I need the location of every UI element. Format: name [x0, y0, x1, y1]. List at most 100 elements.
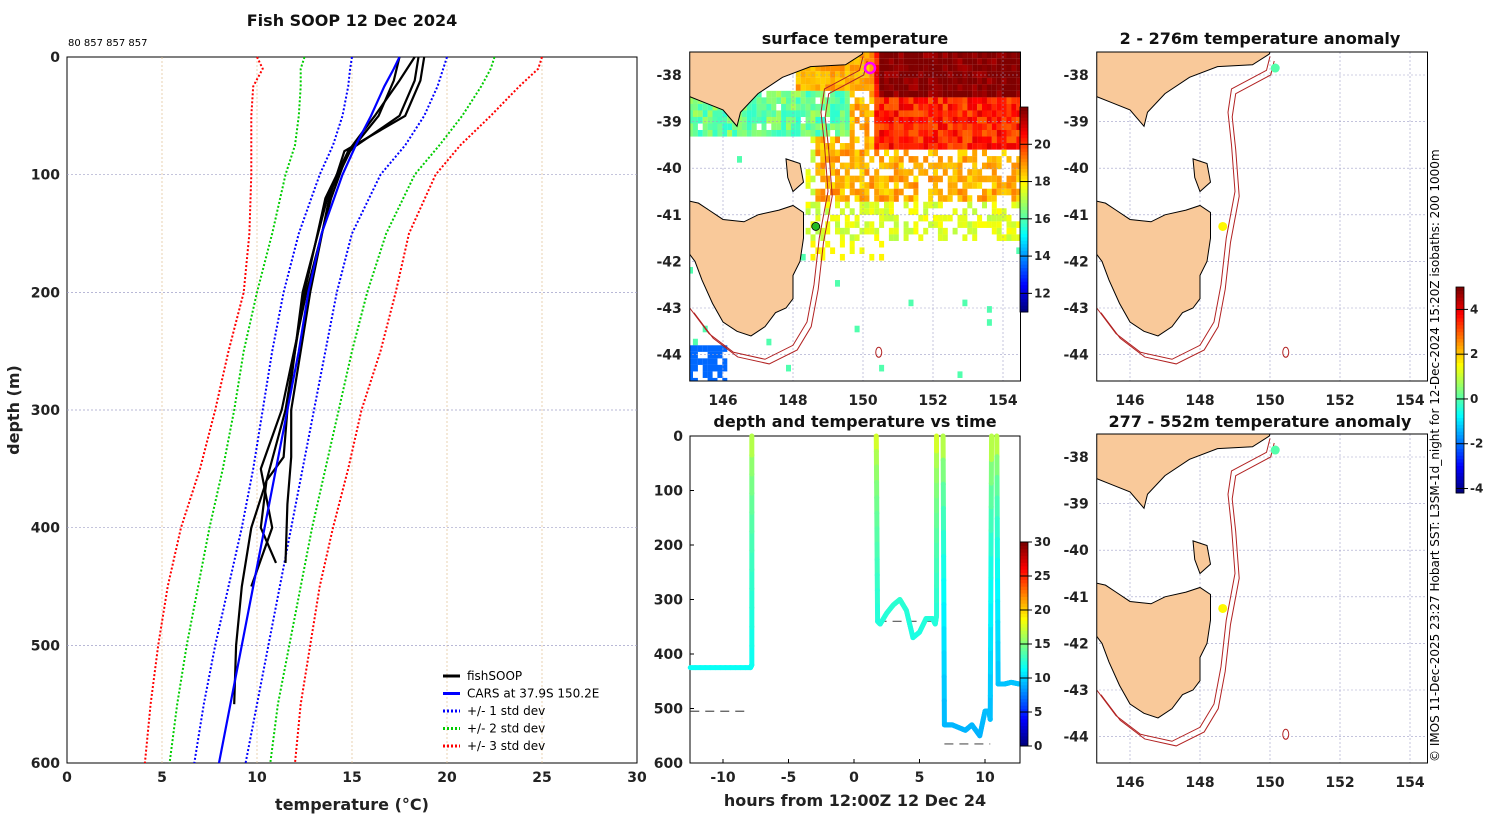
- y-tick-label: 200: [654, 538, 683, 554]
- sst-cell: [786, 104, 791, 111]
- sst-cell: [938, 117, 943, 124]
- sst-cell: [771, 123, 776, 130]
- sst-cell: [1011, 189, 1016, 196]
- sst-cell: [948, 91, 953, 98]
- sst-cell: [874, 52, 879, 59]
- sst-cell: [850, 143, 855, 150]
- sst-cell: [693, 123, 698, 130]
- sst-cell: [943, 71, 948, 78]
- sst-cell: [869, 91, 874, 98]
- sst-cell: [860, 104, 865, 111]
- sst-cell: [825, 78, 830, 85]
- sst-cell: [943, 52, 948, 59]
- colorbar-tick-label: -4: [1470, 482, 1483, 496]
- sst-cell: [894, 150, 899, 157]
- sst-cell: [992, 176, 997, 183]
- sst-cell: [811, 71, 816, 78]
- sst-cell: [815, 71, 820, 78]
- colorbar-cell: [1456, 290, 1464, 294]
- sst-cell: [997, 215, 1002, 222]
- sst-cell: [864, 123, 869, 130]
- colorbar-cell: [1020, 566, 1028, 570]
- sst-cell: [879, 117, 884, 124]
- sst-cell: [708, 117, 713, 124]
- sst-cell: [909, 110, 914, 117]
- sst-cell: [806, 208, 811, 215]
- sst-cell: [864, 78, 869, 85]
- sst-cell: [972, 150, 977, 157]
- colorbar-tick-label: 10: [1034, 671, 1051, 685]
- colorbar-cell: [1456, 366, 1464, 370]
- sst-cell: [688, 104, 693, 111]
- sst-cell: [830, 110, 835, 117]
- sst-cell: [864, 228, 869, 235]
- sst-cell: [928, 176, 933, 183]
- colorbar-cell: [1020, 739, 1028, 743]
- sst-cell: [864, 104, 869, 111]
- sst-cell: [928, 65, 933, 72]
- sst-cell: [987, 195, 992, 202]
- sst-cell: [850, 104, 855, 111]
- sst-cell: [860, 78, 865, 85]
- colorbar-cell: [1020, 647, 1028, 651]
- sst-cell: [913, 156, 918, 163]
- sst-cell: [771, 110, 776, 117]
- sst-cell: [889, 91, 894, 98]
- lon-tick-label: 150: [848, 393, 877, 409]
- colorbar-tick-label: 15: [1034, 637, 1051, 651]
- sst-cell: [972, 71, 977, 78]
- sst-cell: [894, 130, 899, 137]
- colorbar-cell: [1020, 285, 1028, 289]
- sst-cell: [933, 117, 938, 124]
- sst-cell: [860, 123, 865, 130]
- sst-cell: [747, 123, 752, 130]
- sst-cell: [967, 156, 972, 163]
- sst-cell: [909, 71, 914, 78]
- sst-cell: [855, 215, 860, 222]
- sst-cell: [879, 176, 884, 183]
- sst-cell: [933, 52, 938, 59]
- sst-cell: [801, 97, 806, 104]
- colorbar-cell: [1020, 620, 1028, 624]
- sst-cell: [997, 117, 1002, 124]
- sst-cell: [977, 130, 982, 137]
- colorbar-cell: [1020, 671, 1028, 675]
- sst-cell: [972, 176, 977, 183]
- sst-cell: [811, 137, 816, 144]
- sst-cell: [899, 91, 904, 98]
- colorbar-cell: [1020, 145, 1028, 149]
- sst-cell: [987, 91, 992, 98]
- y-tick-label: 100: [654, 484, 683, 500]
- sst-cell: [894, 97, 899, 104]
- colorbar-cell: [1020, 726, 1028, 730]
- sst-cell: [899, 137, 904, 144]
- sst-cell: [967, 182, 972, 189]
- sst-cell: [820, 169, 825, 176]
- sst-cell: [894, 58, 899, 65]
- colorbar-tick-label: 16: [1034, 212, 1051, 226]
- sst-cell: [840, 143, 845, 150]
- sst-cell: [864, 137, 869, 144]
- sst-cell: [1011, 84, 1016, 91]
- sst-cell: [850, 150, 855, 157]
- sst-cell: [972, 97, 977, 104]
- sst-cell: [928, 143, 933, 150]
- sst-cell: [860, 208, 865, 215]
- sst-cell: [953, 143, 958, 150]
- sst-cell: [869, 110, 874, 117]
- sst-cell: [874, 234, 879, 241]
- sst-cell: [1002, 84, 1007, 91]
- lat-tick-label: -42: [1063, 254, 1088, 270]
- sst-cell: [943, 91, 948, 98]
- sst-cell: [874, 169, 879, 176]
- sst-cell: [801, 123, 806, 130]
- sst-cell: [806, 202, 811, 209]
- colorbar-cell: [1456, 393, 1464, 397]
- sst-cell: [806, 71, 811, 78]
- sst-cell: [997, 104, 1002, 111]
- colorbar-cell: [1020, 288, 1028, 292]
- sst-cell: [830, 215, 835, 222]
- sst-cell: [860, 182, 865, 189]
- sst-cell: [811, 110, 816, 117]
- sst-cell: [796, 91, 801, 98]
